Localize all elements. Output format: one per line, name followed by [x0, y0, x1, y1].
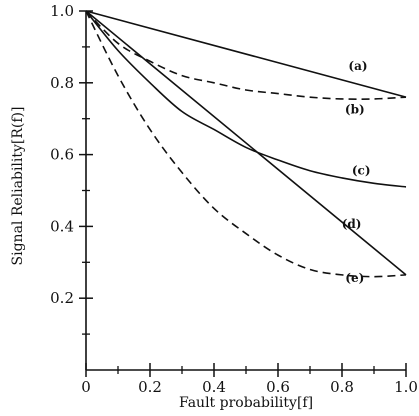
series-curve-2 — [85, 10, 407, 188]
y-tick-label: 0.8 — [50, 74, 74, 92]
series-labels: (a) (b) (c) (d) (e) — [342, 59, 371, 285]
series-curve-0 — [85, 10, 407, 98]
x-axis-title: Fault probability[f] — [179, 395, 313, 411]
series-label-1: (b) — [345, 102, 365, 116]
tick-labels: 0 0.2 0.4 0.6 0.8 1.0 0.2 0.4 0.6 0.8 1.0 — [50, 2, 418, 396]
y-axis-title: Signal Reliability[R(f)] — [10, 107, 26, 266]
x-tick-label: 0.4 — [202, 378, 226, 396]
series-label-2: (c) — [352, 163, 371, 177]
series-curves — [85, 10, 407, 278]
series-label-0: (a) — [348, 59, 367, 73]
x-tick-label: 0.6 — [266, 378, 290, 396]
x-tick-label: 1.0 — [394, 378, 418, 396]
series-curve-3 — [85, 10, 407, 276]
x-tick-label: 0.2 — [138, 378, 162, 396]
series-label-4: (e) — [345, 271, 364, 285]
series-curve-4 — [85, 10, 407, 278]
x-tick-label: 0 — [81, 378, 91, 396]
y-tick-label: 1.0 — [50, 2, 74, 20]
y-tick-label: 0.6 — [50, 146, 74, 164]
x-tick-label: 0.8 — [330, 378, 354, 396]
y-tick-label: 0.4 — [50, 217, 74, 235]
y-tick-label: 0.2 — [50, 289, 74, 307]
series-label-3: (d) — [342, 217, 362, 231]
